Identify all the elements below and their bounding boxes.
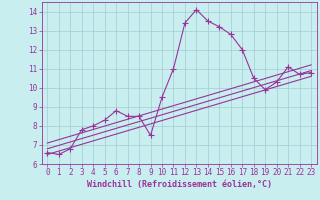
- X-axis label: Windchill (Refroidissement éolien,°C): Windchill (Refroidissement éolien,°C): [87, 180, 272, 189]
